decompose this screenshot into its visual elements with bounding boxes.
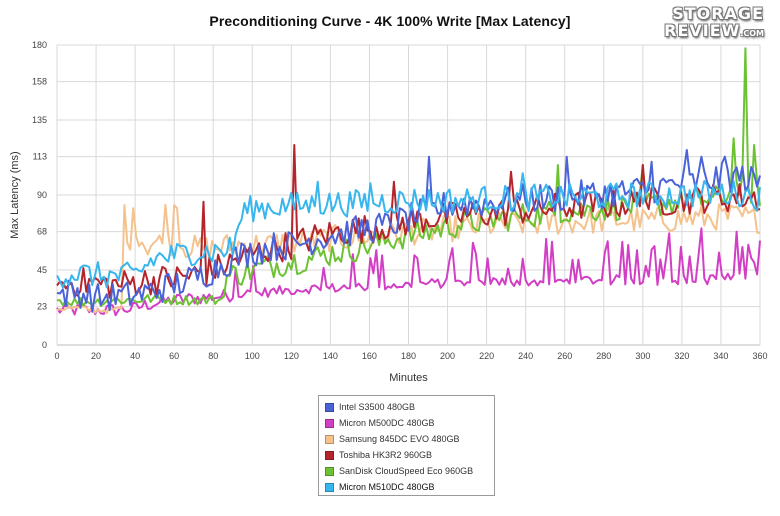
x-tick-label: 300	[635, 351, 650, 361]
x-tick-label: 60	[169, 351, 179, 361]
series-line-micron-m500dc-480gb	[56, 227, 761, 317]
legend-label: SanDisk CloudSpeed Eco 960GB	[339, 466, 474, 476]
x-tick-label: 80	[208, 351, 218, 361]
x-tick-label: 180	[401, 351, 416, 361]
legend-label: Micron M510DC 480GB	[339, 482, 435, 492]
y-tick-label: 23	[37, 302, 47, 312]
legend-swatch	[325, 482, 334, 492]
legend-swatch	[325, 450, 334, 460]
x-tick-label: 220	[479, 351, 494, 361]
y-tick-label: 0	[42, 340, 47, 350]
y-axis-label: Max Latency (ms)	[9, 151, 21, 238]
x-tick-label: 140	[323, 351, 338, 361]
logo-line-2-text: REVIEW	[664, 21, 741, 40]
x-tick-label: 0	[54, 351, 59, 361]
legend-label: Toshiba HK3R2 960GB	[339, 450, 433, 460]
y-tick-label: 45	[37, 265, 47, 275]
legend-swatch	[325, 434, 334, 444]
series-line-micron-m510dc-480gb	[56, 172, 761, 289]
legend-swatch	[325, 418, 334, 428]
x-tick-label: 100	[245, 351, 260, 361]
y-tick-label: 135	[32, 115, 47, 125]
chart-title: Preconditioning Curve - 4K 100% Write [M…	[209, 13, 571, 29]
chart-legend: Intel S3500 480GB Micron M500DC 480GB Sams…	[318, 395, 495, 496]
x-tick-label: 320	[674, 351, 689, 361]
storagereview-logo: STORAGE REVIEW.COM	[646, 4, 764, 42]
y-tick-label: 90	[37, 190, 47, 200]
legend-label: Samsung 845DC EVO 480GB	[339, 434, 460, 444]
logo-suffix: .COM	[740, 29, 764, 38]
x-tick-label: 360	[752, 351, 767, 361]
legend-swatch	[325, 402, 334, 412]
y-tick-label: 113	[33, 152, 47, 162]
legend-label: Intel S3500 480GB	[339, 402, 416, 412]
legend-label: Micron M500DC 480GB	[339, 418, 435, 428]
legend-item: Micron M500DC 480GB	[325, 415, 494, 431]
x-tick-label: 200	[440, 351, 455, 361]
x-tick-label: 280	[596, 351, 611, 361]
legend-item: SanDisk CloudSpeed Eco 960GB	[325, 463, 494, 479]
x-tick-label: 20	[91, 351, 101, 361]
y-tick-label: 158	[32, 77, 47, 87]
series-line-toshiba-hk3r2-960gb	[56, 144, 761, 299]
legend-item: Intel S3500 480GB	[325, 399, 494, 415]
legend-item: Toshiba HK3R2 960GB	[325, 447, 494, 463]
x-tick-label: 340	[713, 351, 728, 361]
y-tick-label: 180	[32, 40, 47, 50]
x-tick-label: 240	[518, 351, 533, 361]
logo-line-1: STORAGE	[672, 4, 764, 23]
x-axis-label: Minutes	[389, 372, 428, 384]
x-tick-label: 160	[362, 351, 377, 361]
x-tick-label: 40	[130, 351, 140, 361]
legend-swatch	[325, 466, 334, 476]
series-line-intel-s3500-480gb	[56, 149, 761, 313]
legend-item: Micron M510DC 480GB	[325, 479, 494, 495]
legend-item: Samsung 845DC EVO 480GB	[325, 431, 494, 447]
line-chart: 0 23 45 68 90 113 135 158 180 0 20 40 60 80 100 120 140 1…	[9, 40, 768, 384]
y-tick-label: 68	[37, 227, 47, 237]
logo-line-2: REVIEW.COM	[664, 23, 764, 39]
x-tick-label: 120	[284, 351, 299, 361]
x-tick-label: 260	[557, 351, 572, 361]
